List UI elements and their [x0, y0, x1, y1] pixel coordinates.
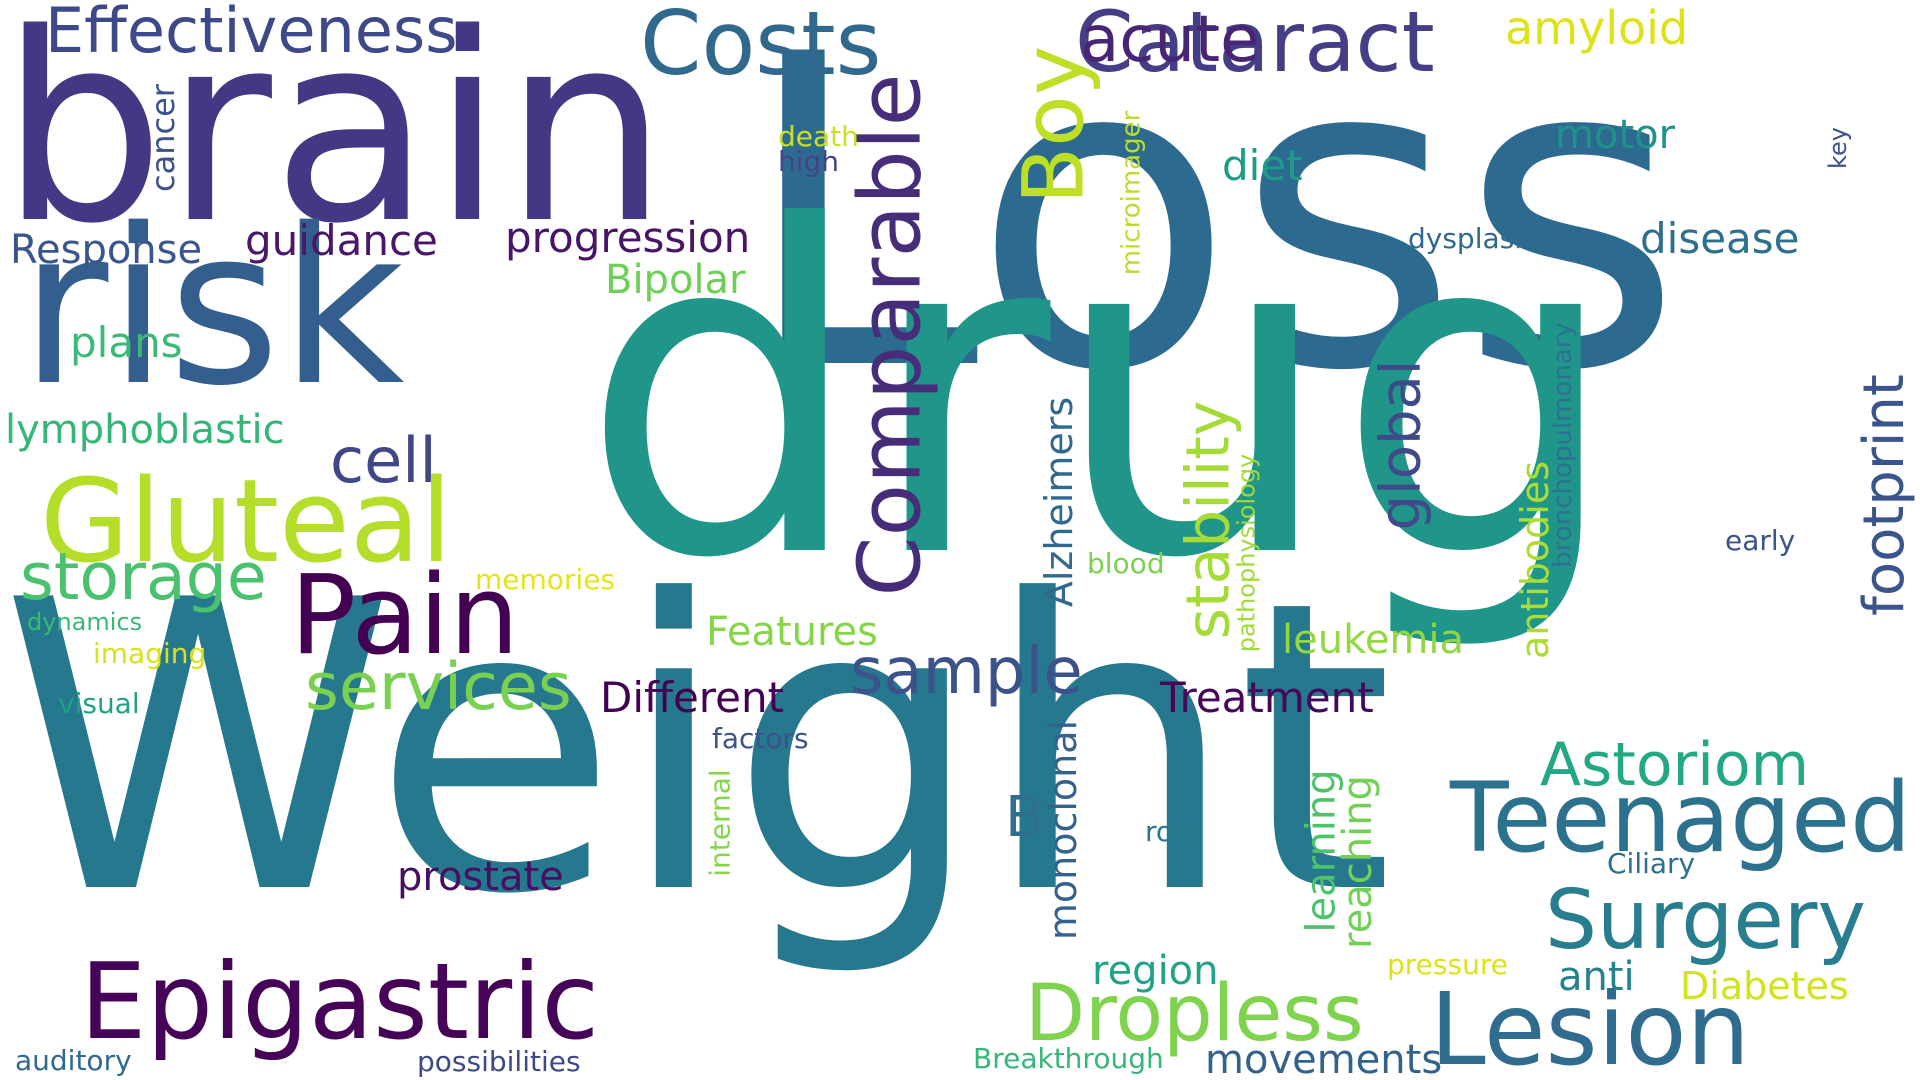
word-possibilities: possibilities	[417, 1045, 581, 1078]
word-motor: motor	[1555, 112, 1676, 158]
word-stability: stability	[1172, 400, 1243, 640]
word-different: Different	[600, 673, 785, 722]
word-memories: memories	[475, 563, 616, 596]
word-alzheimers: Alzheimers	[1037, 396, 1082, 608]
word-anti: anti	[1558, 954, 1635, 1000]
word-blood: blood	[1087, 547, 1165, 580]
word-lesion: Lesion	[1430, 971, 1750, 1080]
word-cataract: Cataract	[1075, 0, 1435, 91]
word-comparable: Comparable	[840, 73, 941, 597]
word-bipolar: Bipolar	[605, 257, 746, 303]
word-storage: storage	[20, 540, 267, 615]
word-dropless: Dropless	[1025, 969, 1364, 1059]
word-diabetes: Diabetes	[1680, 964, 1849, 1008]
word-leukemia: leukemia	[1282, 617, 1465, 663]
word-global: global	[1367, 359, 1433, 531]
word-loss: Loss	[740, 0, 1684, 465]
word-breakthrough: Breakthrough	[973, 1042, 1164, 1075]
word-astoriom: Astoriom	[1540, 730, 1810, 800]
word-pressure: pressure	[1387, 948, 1508, 981]
word-boy: Boy	[1003, 45, 1102, 205]
word-plans: plans	[70, 318, 183, 367]
word-region: region	[1092, 948, 1219, 994]
word-early: early	[1725, 524, 1796, 557]
word-reaching: reaching	[1334, 775, 1381, 949]
word-weight: Weight	[0, 517, 1394, 982]
word-features: Features	[706, 609, 878, 655]
word-cancer: cancer	[143, 84, 182, 192]
word-acute: acute	[1080, 3, 1260, 77]
word-cell: cell	[330, 424, 437, 497]
word-effectiveness: Effectiveness	[45, 0, 458, 67]
word-internal: internal	[703, 769, 737, 877]
word-dynamics: dynamics	[27, 608, 143, 636]
word-epigastric: Epigastric	[80, 941, 600, 1063]
word-disease: disease	[1640, 214, 1800, 263]
word-role: role	[1145, 815, 1199, 848]
word-amyloid: amyloid	[1505, 1, 1689, 55]
word-pathophysiology: pathophysiology	[1231, 453, 1260, 653]
word-footprint: footprint	[1851, 374, 1917, 616]
word-drug: drug	[580, 133, 1622, 657]
word-visual: visual	[58, 687, 140, 720]
word-monoclonal: monoclonal	[1041, 719, 1086, 941]
word-costs: Costs	[640, 0, 882, 95]
word-teenaged: Teenaged	[1450, 762, 1912, 874]
word-brain: brain	[0, 0, 669, 281]
word-gluteal: Gluteal	[40, 455, 453, 589]
word-services: services	[305, 650, 572, 725]
word-treatment: Treatment	[1160, 673, 1374, 722]
word-factors: factors	[712, 722, 809, 755]
word-movements: movements	[1205, 1037, 1443, 1080]
word-prostate: prostate	[397, 854, 564, 900]
word-guidance: guidance	[245, 216, 438, 265]
word-progression: progression	[505, 213, 751, 262]
word-sample: sample	[850, 635, 1083, 709]
word-risk: risk	[20, 182, 405, 433]
word-imaging: imaging	[93, 637, 207, 670]
word-dysplasia: dysplasia	[1408, 222, 1540, 255]
word-auditory: auditory	[15, 1044, 132, 1077]
word-surgery: Surgery	[1545, 873, 1867, 968]
word-ciliary: Ciliary	[1607, 847, 1696, 880]
word-lymphoblastic: lymphoblastic	[5, 407, 285, 453]
word-microimager: microimager	[1115, 110, 1146, 276]
word-high: high	[778, 145, 840, 178]
word-response: Response	[10, 227, 203, 273]
word-death: death	[778, 120, 859, 153]
word-key: key	[1824, 126, 1853, 170]
word-diet: diet	[1222, 141, 1303, 190]
word-antibodies: antibodies	[1513, 460, 1558, 660]
word-pain: Pain	[290, 551, 520, 679]
word-b: B	[1005, 785, 1044, 850]
